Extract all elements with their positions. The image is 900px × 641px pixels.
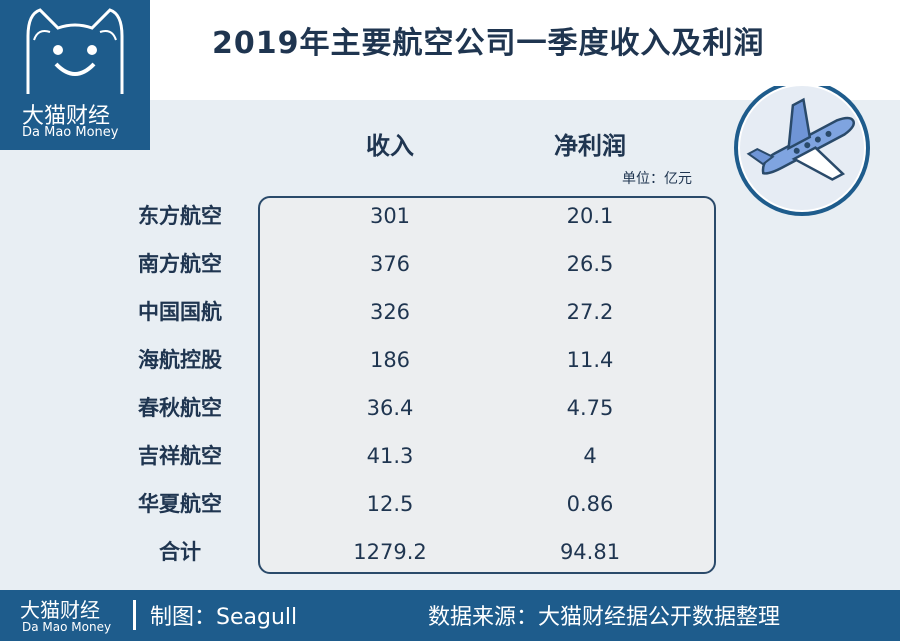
footer-divider: [133, 600, 136, 630]
column-header-profit: 净利润: [554, 132, 626, 160]
income-value: 41.3: [366, 444, 414, 468]
profit-value: 4.75: [566, 396, 614, 420]
income-value: 376: [369, 252, 411, 276]
profit-value: 0.86: [566, 492, 614, 516]
logo-name-cn: 大猫财经: [22, 104, 111, 129]
airplane-icon: [734, 80, 870, 216]
footer-brand-en: Da Mao Money: [22, 620, 112, 634]
airline-name: 海航控股: [138, 348, 222, 372]
cat-face-icon: [26, 8, 124, 94]
airline-name: 华夏航空: [138, 492, 222, 516]
table-row: 南方航空 376 26.5: [0, 240, 900, 288]
airline-name: 春秋航空: [138, 396, 222, 420]
table-row: 东方航空 301 20.1: [0, 192, 900, 240]
table-row-total: 合计 1279.2 94.81: [0, 528, 900, 576]
income-value: 186: [369, 348, 411, 372]
income-value: 36.4: [366, 396, 414, 420]
total-label: 合计: [159, 540, 201, 564]
footer-source: 数据来源：大猫财经据公开数据整理: [428, 605, 781, 630]
table-row: 中国国航 326 27.2: [0, 288, 900, 336]
airline-name: 东方航空: [138, 204, 222, 228]
footer-maker: 制图：Seagull: [150, 605, 298, 630]
unit-label: 单位：亿元: [622, 171, 692, 187]
profit-value: 11.4: [566, 348, 614, 372]
logo-name-en: Da Mao Money: [22, 125, 119, 140]
table-row: 春秋航空 36.4 4.75: [0, 384, 900, 432]
airline-name: 吉祥航空: [138, 444, 222, 468]
airline-name: 南方航空: [138, 252, 222, 276]
footer-brand-cn: 大猫财经: [20, 598, 100, 622]
airline-name: 中国国航: [138, 300, 222, 324]
airplane-badge: [730, 80, 880, 216]
profit-value: 26.5: [566, 252, 614, 276]
page-title: 2019年主要航空公司一季度收入及利润: [212, 26, 765, 61]
data-table-frame: [258, 196, 716, 574]
total-profit-value: 94.81: [559, 540, 621, 564]
income-value: 12.5: [366, 492, 414, 516]
income-value: 326: [369, 300, 411, 324]
profit-value: 20.1: [566, 204, 614, 228]
table-row: 吉祥航空 41.3 4: [0, 432, 900, 480]
profit-value: 27.2: [566, 300, 614, 324]
brand-logo: 大猫财经 Da Mao Money: [0, 0, 150, 150]
total-income-value: 1279.2: [353, 540, 427, 564]
table-row: 华夏航空 12.5 0.86: [0, 480, 900, 528]
footer: 大猫财经 Da Mao Money 制图：Seagull 数据来源：大猫财经据公…: [0, 590, 900, 641]
profit-value: 4: [583, 444, 597, 468]
income-value: 301: [369, 204, 411, 228]
column-header-income: 收入: [366, 132, 414, 160]
table-row: 海航控股 186 11.4: [0, 336, 900, 384]
